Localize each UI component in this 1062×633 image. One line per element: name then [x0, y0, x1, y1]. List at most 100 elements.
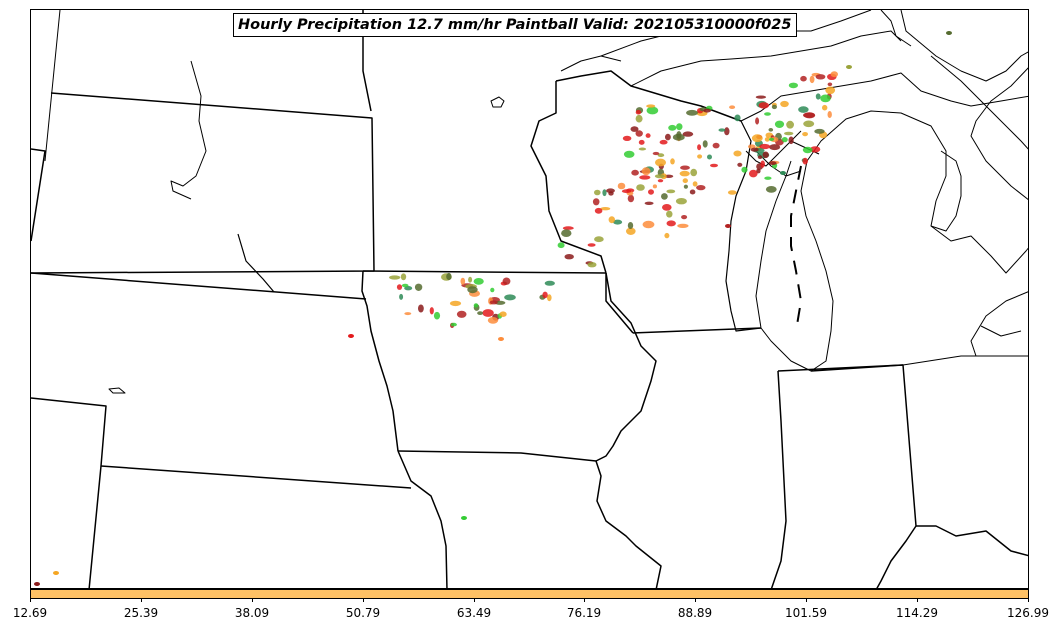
- map-canvas: [31, 10, 1028, 588]
- precip-blob: [594, 189, 601, 196]
- precip-blob: [765, 186, 777, 193]
- coastline: [880, 10, 912, 47]
- precip-blob: [635, 130, 643, 137]
- precip-blob: [755, 117, 760, 125]
- precip-blob: [664, 232, 670, 239]
- precip-blob: [401, 283, 409, 288]
- precip-blob: [683, 184, 689, 189]
- precip-blob: [780, 171, 786, 175]
- precip-blob: [657, 179, 664, 183]
- precip-blob: [702, 140, 708, 148]
- precip-blob: [750, 147, 759, 152]
- precip-blob: [53, 571, 59, 575]
- colorbar-tick: [252, 598, 253, 602]
- precip-blob: [542, 291, 548, 299]
- precip-blob: [659, 139, 668, 145]
- precip-blob: [449, 300, 462, 307]
- precip-blob: [636, 184, 645, 191]
- precip-blob: [502, 277, 511, 285]
- precip-blob: [727, 190, 737, 195]
- precip-blob: [825, 86, 836, 95]
- precip-blob: [784, 131, 794, 136]
- precip-blob: [645, 133, 651, 138]
- precip-blob: [668, 124, 677, 131]
- state-borders: [31, 10, 1028, 588]
- precip-blob: [626, 227, 636, 235]
- precip-blob: [764, 112, 771, 116]
- precip-blob: [594, 207, 603, 214]
- state-border: [916, 525, 1028, 557]
- precip-blob: [697, 144, 702, 151]
- precip-blob: [635, 114, 643, 123]
- precip-blob: [680, 165, 690, 170]
- precip-blob: [657, 153, 665, 158]
- precip-blob: [809, 75, 815, 84]
- state-border: [595, 272, 657, 462]
- precip-blob: [690, 168, 698, 177]
- precip-blob: [399, 293, 404, 300]
- state-border: [362, 270, 607, 274]
- precip-blob: [623, 150, 635, 158]
- precip-blob: [489, 300, 498, 305]
- precip-blob: [771, 104, 778, 110]
- precip-blob: [803, 120, 815, 128]
- precip-blob: [644, 201, 654, 205]
- precip-blob: [613, 219, 623, 225]
- island: [490, 96, 505, 108]
- precip-blob: [681, 215, 688, 220]
- precip-blob: [34, 582, 40, 586]
- coastline: [740, 72, 1028, 122]
- precip-blob: [769, 144, 781, 151]
- precip-blob: [429, 307, 434, 315]
- precip-blob: [692, 181, 698, 187]
- precip-blob: [718, 128, 726, 132]
- precip-blob: [946, 31, 952, 35]
- precip-blob: [652, 151, 660, 156]
- precip-blob: [348, 334, 354, 338]
- precip-blob: [404, 312, 412, 316]
- precip-blob: [414, 283, 423, 291]
- precip-blob: [630, 126, 639, 132]
- precip-blob: [741, 166, 748, 173]
- precip-blob: [677, 223, 689, 228]
- precip-blob: [547, 294, 552, 302]
- precip-blob: [788, 136, 794, 145]
- state-border: [902, 355, 1028, 366]
- state-border: [31, 92, 375, 274]
- precip-blob: [600, 207, 611, 211]
- precip-blob: [675, 198, 687, 205]
- colorbar-tick-label: 126.99: [1007, 606, 1049, 620]
- precip-blob: [814, 128, 825, 134]
- precip-blob: [820, 94, 831, 103]
- precip-blob: [755, 95, 767, 99]
- precip-blob: [473, 278, 484, 285]
- precip-blob: [662, 204, 672, 211]
- precip-blob: [646, 104, 656, 108]
- precip-blob: [564, 254, 574, 260]
- precip-blob: [762, 151, 769, 159]
- precip-blob: [798, 106, 809, 113]
- river: [237, 233, 275, 293]
- island: [108, 387, 126, 394]
- precip-blob: [498, 337, 504, 341]
- map-panel: [30, 9, 1029, 589]
- precip-blob: [760, 160, 765, 168]
- precip-blob: [627, 194, 635, 203]
- precip-blob: [592, 198, 600, 206]
- precip-blob: [639, 175, 651, 180]
- colorbar-tick: [695, 598, 696, 602]
- precip-blob: [473, 303, 479, 308]
- precip-blob: [672, 133, 685, 141]
- state-border: [605, 273, 634, 334]
- state-border: [810, 364, 904, 372]
- precip-blob: [710, 163, 718, 168]
- colorbar-tick: [584, 598, 585, 602]
- colorbar-tick-label: 38.09: [234, 606, 270, 620]
- state-border: [777, 364, 917, 588]
- precip-blob: [802, 132, 808, 137]
- precip-blob: [641, 167, 651, 176]
- precip-blob: [788, 82, 799, 89]
- state-border: [725, 120, 762, 332]
- precip-blob: [666, 220, 676, 227]
- precip-blob: [676, 123, 683, 131]
